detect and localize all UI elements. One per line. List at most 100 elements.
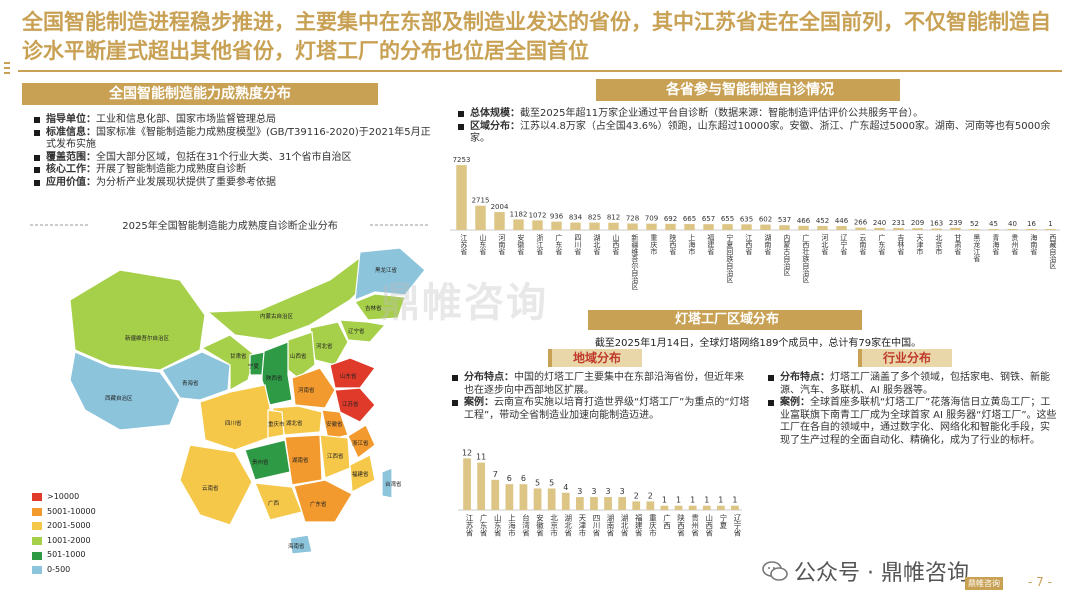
bar [575,497,584,510]
bar-value-label: 209 [911,219,924,227]
bar [931,228,942,230]
bar-value-label: 1 [690,496,695,505]
region-banner: 地域分布 [552,349,642,367]
lighthouse-intro: 截至2025年1月14日，全球灯塔网络189个成员中，总计有79家在中国。 [594,338,922,349]
bar [561,492,570,510]
category-label: 山东省 [493,513,502,537]
left-bullet-list: 指导单位：工业和信息化部、国家市场监督管理总局 标准信息：国家标准《智能制造能力… [34,114,434,189]
map-label: 湖南省 [292,456,309,464]
bar [836,226,847,230]
map-region-zhejiang [347,424,376,459]
map-label: 安徽省 [326,420,343,428]
map-region-chongqing [267,409,285,439]
category-label: 福建省 [707,233,715,256]
category-label: 山东省 [479,233,487,256]
bar [988,229,999,230]
category-label: 山西省 [612,233,620,256]
region-bullet-list: 分布特点：中国的灯塔工厂主要集中在东部沿海省份，但近年来也在逐步向中西部地区扩展… [452,372,752,422]
map-label: 云南省 [202,484,219,492]
bar-value-label: 6 [521,474,526,483]
page-headline: 全国智能制造进程稳步推进，主要集中在东部及制造业发达的省份，其中江苏省走在全国前… [22,10,1051,63]
category-label: 西藏自治区 [1049,234,1057,269]
right-top-banner-accent [596,79,601,101]
map-region-gansu [200,334,256,392]
bar [570,222,581,230]
bar [731,505,739,510]
category-label: 天津市 [916,234,924,256]
bar [874,227,885,230]
bar-value-label: 446 [835,217,849,225]
bar [665,223,676,230]
bar [513,219,524,230]
bar-value-label: 1 [1048,220,1052,228]
bar-value-label: 692 [664,215,677,223]
bar-value-label: 3 [577,487,582,496]
category-label: 福建省 [634,514,643,537]
map-label: 山东省 [340,372,357,380]
bar [608,222,619,230]
industry-bullet-item: 案例：全球首座多联机“灯塔工厂”花落海信日立黄岛工厂；工业富联旗下南青工厂成为全… [768,397,1058,447]
map-label: 重庆市 [268,420,285,428]
bar [893,227,904,230]
bar [855,227,866,230]
category-label: 青海省 [992,233,1000,256]
bar [684,224,695,230]
category-label: 重庆市 [650,234,658,256]
map-title: 2025年全国智能制造能力成熟度自诊断企业分布 [122,219,337,232]
category-label: 湖北省 [593,233,601,256]
category-label: 江西省 [745,234,753,256]
legend-item: 2001-5000 [32,519,96,534]
map-label: 海南省 [288,542,305,550]
map-label: 陕西省 [266,374,283,382]
region-bullet-item: 案例：云南宣布实施以培育打造世界级“灯塔工厂”为重点的“灯塔工程”，带动全省制造… [452,397,752,422]
bar-value-label: 2 [634,491,639,500]
industry-banner-accent [858,349,863,367]
map-region-jiangsu [334,387,376,423]
legend-item: 501-1000 [32,548,96,563]
bar-value-label: 1072 [529,211,547,219]
map-region-taiwan [381,467,393,499]
category-label: 新疆维吾尔自治区 [631,233,639,290]
category-label: 宁夏 [719,513,728,530]
category-label: 台湾省 [521,513,530,537]
bar-value-label: 240 [873,219,886,227]
map-title-row: 2025年全国智能制造能力成熟度自诊断企业分布 [30,219,430,232]
bar-value-label: 812 [607,214,620,222]
bar [590,497,598,510]
bar [491,479,500,510]
lighthouse-banner-accent [588,310,593,330]
bar-value-label: 709 [645,215,658,223]
left-bullet-item: 标准信息：国家标准《智能制造能力成熟度模型》(GB/T39116-2020)于2… [34,127,434,152]
bar [760,224,771,230]
bar [1007,229,1018,230]
bar [532,220,543,230]
lighthouse-banner: 灯塔工厂区域分布 [592,310,862,330]
map-region-liaoning [339,319,387,343]
left-bullet-item: 覆盖范围：全国大部分区域，包括在31个行业大类、31个省市自治区 [34,152,434,165]
category-label: 安徽省 [517,233,525,256]
bar-value-label: 5 [535,478,540,487]
bar-value-label: 11 [476,453,486,462]
wechat-footer: 公众号 · 鼎帷咨询 [762,555,969,587]
bar-value-label: 12 [462,448,472,457]
category-label: 广东省 [555,233,563,256]
bar-value-label: 3 [606,487,611,496]
bar [475,205,486,230]
industry-bullet-item: 分布特点：灯塔工厂涵盖了多个领域，包括家电、钢铁、新能源、汽车、多联机、AI 服… [768,372,1058,397]
bar [703,224,714,230]
category-label: 江苏省 [460,234,468,256]
headline-decoration [4,62,14,77]
bar [969,229,980,230]
category-label: 天津市 [578,514,587,538]
category-label: 安徽省 [535,513,544,537]
map-region-xizang [69,351,181,431]
bar-value-label: 452 [816,217,829,225]
wechat-account: 公众号 · 鼎帷咨询 [794,561,969,586]
category-label: 内蒙古自治区 [783,233,791,276]
bar [589,222,600,230]
bar [674,505,683,510]
bar-value-label: 3 [591,487,596,496]
right-top-bullet-item: 区域分布：江苏以4.8万家（占全国43.6%）领跑，山东超过10000家。安徽、… [458,121,1058,146]
map-region-fujian [349,454,376,493]
bar [618,497,627,510]
